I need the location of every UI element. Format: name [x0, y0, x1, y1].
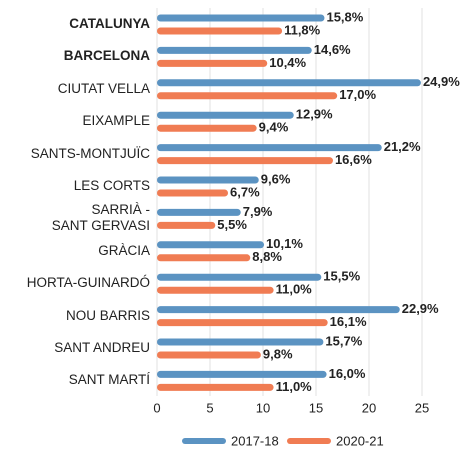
- bar: [157, 144, 382, 152]
- value-label: 11,8%: [284, 22, 321, 37]
- bar: [157, 319, 328, 327]
- value-label: 12,9%: [296, 107, 333, 122]
- category-label: BARCELONA: [63, 48, 150, 64]
- x-tick-label: 25: [415, 400, 429, 415]
- legend-label: 2020-21: [336, 433, 384, 448]
- bar: [157, 27, 283, 35]
- category-label: LES CORTS: [73, 178, 150, 193]
- category-label: CIUTAT VELLA: [57, 80, 150, 96]
- value-label: 14,6%: [314, 42, 351, 57]
- legend-label: 2017-18: [231, 433, 279, 448]
- category-label: SANTS-MONTJUÏC: [30, 145, 150, 161]
- category-label: GRÀCIA: [98, 242, 150, 258]
- bar: [157, 157, 333, 165]
- value-label: 15,7%: [325, 333, 362, 348]
- bar: [157, 208, 241, 216]
- bar: [157, 254, 251, 262]
- value-label: 24,9%: [423, 74, 460, 89]
- value-label: 16,1%: [330, 314, 367, 329]
- value-label: 7,9%: [243, 204, 273, 219]
- bar: [157, 111, 294, 119]
- category-label: NOU BARRIS: [65, 307, 150, 323]
- bar: [157, 351, 261, 359]
- value-label: 5,5%: [217, 217, 247, 232]
- value-label: 9,6%: [261, 171, 291, 186]
- bar: [157, 221, 216, 229]
- bar: [157, 286, 274, 294]
- x-tick-label: 15: [309, 400, 323, 415]
- bar: [157, 306, 400, 314]
- bar: [157, 338, 324, 346]
- bar: [157, 241, 265, 249]
- bar: [157, 189, 229, 197]
- value-label: 11,0%: [276, 379, 313, 394]
- bar: [157, 46, 312, 54]
- category-label: CATALUNYA: [69, 16, 150, 31]
- category-label: HORTA-GUINARDÓ: [26, 275, 150, 291]
- value-label: 10,1%: [266, 236, 303, 251]
- category-label: SANT ANDREU: [54, 340, 150, 355]
- x-tick-label: 20: [362, 400, 376, 415]
- value-label: 10,4%: [269, 55, 306, 70]
- category-label: SARRIÀ - SANT GERVASI: [51, 202, 150, 234]
- bar: [157, 383, 274, 391]
- bar: [157, 124, 257, 132]
- value-label: 9,4%: [259, 120, 289, 135]
- value-label: 17,0%: [339, 87, 376, 102]
- bar: [157, 273, 322, 281]
- category-label: EIXAMPLE: [82, 113, 150, 129]
- value-label: 21,2%: [384, 139, 421, 154]
- x-tick-label: 5: [206, 400, 213, 415]
- value-label: 9,8%: [263, 346, 293, 361]
- value-label: 16,6%: [335, 152, 372, 167]
- value-label: 11,0%: [276, 282, 313, 297]
- bar: [157, 59, 268, 67]
- value-label: 22,9%: [402, 301, 439, 316]
- value-label: 15,8%: [326, 9, 363, 24]
- bar: [157, 176, 259, 184]
- value-label: 6,7%: [230, 184, 260, 199]
- value-label: 8,8%: [252, 249, 282, 264]
- bar: [157, 92, 338, 100]
- value-label: 16,0%: [329, 366, 366, 381]
- bar: [157, 79, 421, 87]
- x-tick-label: 0: [153, 400, 160, 415]
- x-tick-label: 10: [256, 400, 270, 415]
- value-label: 15,5%: [323, 269, 360, 284]
- bar: [157, 14, 325, 22]
- bar: [157, 370, 327, 378]
- category-label: SANT MARTÍ: [68, 372, 150, 388]
